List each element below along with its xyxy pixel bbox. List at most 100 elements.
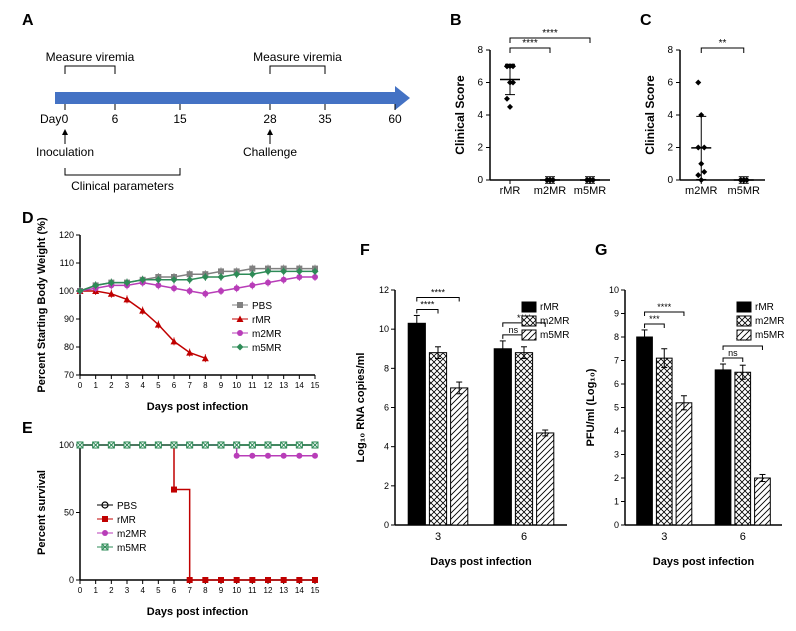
svg-text:6: 6 [667, 78, 673, 89]
svg-text:6: 6 [112, 112, 119, 126]
svg-text:70: 70 [64, 370, 74, 380]
svg-text:0: 0 [69, 575, 74, 585]
panel-f-svg: 024681012Log₁₀ RNA copies/mlDays post in… [350, 260, 575, 570]
svg-text:Percent survival: Percent survival [36, 470, 48, 555]
svg-text:6: 6 [740, 531, 746, 543]
svg-text:5: 5 [156, 586, 161, 595]
svg-text:2: 2 [384, 481, 389, 491]
svg-text:1: 1 [93, 381, 98, 390]
svg-text:2: 2 [109, 586, 114, 595]
svg-text:10: 10 [379, 324, 389, 334]
svg-text:90: 90 [64, 314, 74, 324]
svg-text:m2MR: m2MR [540, 316, 569, 327]
svg-text:m5MR: m5MR [540, 330, 569, 341]
svg-text:m5MR: m5MR [252, 343, 281, 354]
svg-text:7: 7 [187, 586, 192, 595]
svg-text:4: 4 [614, 426, 619, 436]
svg-text:4: 4 [140, 586, 145, 595]
svg-text:15: 15 [311, 381, 320, 390]
svg-text:m5MR: m5MR [755, 330, 784, 341]
svg-text:Clinical Score: Clinical Score [453, 75, 467, 155]
panel-letter-f: F [360, 242, 370, 260]
svg-text:8: 8 [477, 45, 483, 56]
svg-text:100: 100 [59, 286, 74, 296]
svg-text:****: **** [657, 302, 672, 312]
svg-text:Measure viremia: Measure viremia [253, 50, 342, 64]
svg-text:8: 8 [203, 381, 208, 390]
svg-text:Challenge: Challenge [243, 145, 297, 159]
svg-text:3: 3 [435, 531, 441, 543]
svg-text:9: 9 [219, 381, 224, 390]
svg-text:***: *** [649, 314, 660, 324]
svg-text:4: 4 [140, 381, 145, 390]
svg-text:4: 4 [384, 442, 389, 452]
panel-e-svg: 0501000123456789101112131415Percent surv… [30, 435, 325, 620]
svg-text:1: 1 [614, 497, 619, 507]
svg-text:Days post infection: Days post infection [430, 556, 532, 568]
svg-text:6: 6 [614, 379, 619, 389]
svg-text:15: 15 [173, 112, 187, 126]
svg-text:0: 0 [667, 175, 673, 186]
svg-text:Percent Starting Body Weight (: Percent Starting Body Weight (%) [36, 217, 48, 393]
svg-text:m2MR: m2MR [755, 316, 784, 327]
svg-text:2: 2 [477, 143, 483, 154]
svg-text:Days post infection: Days post infection [653, 556, 755, 568]
svg-text:0: 0 [477, 175, 483, 186]
svg-text:m2MR: m2MR [252, 329, 281, 340]
svg-text:6: 6 [521, 531, 527, 543]
svg-text:7: 7 [614, 356, 619, 366]
svg-text:rMR: rMR [500, 185, 521, 197]
svg-text:5: 5 [614, 403, 619, 413]
svg-text:m5MR: m5MR [728, 185, 760, 197]
svg-text:1: 1 [93, 586, 98, 595]
svg-text:3: 3 [614, 450, 619, 460]
svg-text:Clinical Score: Clinical Score [643, 75, 657, 155]
svg-text:12: 12 [264, 381, 273, 390]
svg-text:3: 3 [661, 531, 667, 543]
svg-text:8: 8 [203, 586, 208, 595]
svg-text:100: 100 [59, 440, 74, 450]
panel-a-svg: 0615283560DayMeasure viremiaMeasure vire… [40, 18, 430, 183]
svg-text:28: 28 [263, 112, 277, 126]
svg-text:6: 6 [172, 586, 177, 595]
svg-text:15: 15 [311, 586, 320, 595]
svg-text:PBS: PBS [117, 501, 137, 512]
svg-text:9: 9 [614, 309, 619, 319]
svg-text:80: 80 [64, 342, 74, 352]
svg-text:13: 13 [279, 586, 288, 595]
svg-text:ns: ns [509, 325, 519, 335]
svg-text:2: 2 [614, 473, 619, 483]
svg-text:0: 0 [62, 112, 69, 126]
svg-text:6: 6 [384, 403, 389, 413]
svg-text:Days post infection: Days post infection [147, 401, 249, 413]
svg-text:7: 7 [187, 381, 192, 390]
svg-text:60: 60 [388, 112, 402, 126]
svg-text:120: 120 [59, 230, 74, 240]
svg-text:13: 13 [279, 381, 288, 390]
svg-text:10: 10 [232, 586, 241, 595]
svg-text:2: 2 [109, 381, 114, 390]
svg-text:m2MR: m2MR [534, 185, 566, 197]
svg-text:0: 0 [614, 520, 619, 530]
svg-text:0: 0 [78, 381, 83, 390]
svg-text:5: 5 [156, 381, 161, 390]
svg-text:10: 10 [609, 285, 619, 295]
svg-text:4: 4 [477, 110, 483, 121]
svg-text:11: 11 [248, 381, 257, 390]
svg-text:Measure viremia: Measure viremia [46, 50, 135, 64]
svg-text:50: 50 [64, 508, 74, 518]
panel-letter-a: A [22, 12, 34, 30]
svg-text:14: 14 [295, 381, 304, 390]
svg-text:rMR: rMR [755, 302, 774, 313]
svg-text:****: **** [431, 287, 446, 297]
panel-c-svg: 02468Clinical Scorem2MRm5MR** [640, 25, 780, 205]
svg-text:****: **** [420, 299, 435, 309]
panel-b-svg: 02468Clinical ScorerMRm2MRm5MR******** [450, 25, 625, 205]
svg-text:3: 3 [125, 381, 130, 390]
svg-text:m5MR: m5MR [117, 543, 146, 554]
svg-text:8: 8 [667, 45, 673, 56]
svg-text:Days post infection: Days post infection [147, 606, 249, 618]
svg-text:m5MR: m5MR [574, 185, 606, 197]
svg-text:4: 4 [667, 110, 673, 121]
svg-text:2: 2 [667, 143, 673, 154]
